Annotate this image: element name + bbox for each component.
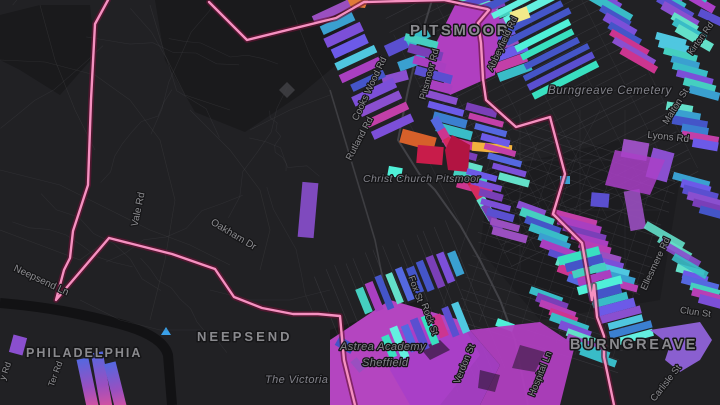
svg-text:Sheffield: Sheffield: [362, 357, 409, 369]
svg-text:NEEPSEND: NEEPSEND: [197, 329, 293, 344]
svg-text:Burngreave Cemetery: Burngreave Cemetery: [548, 85, 673, 97]
svg-text:The Victoria: The Victoria: [265, 374, 328, 386]
svg-text:Christ Church Pitsmoor: Christ Church Pitsmoor: [363, 173, 480, 185]
svg-text:PHILADELPHIA: PHILADELPHIA: [26, 346, 142, 360]
svg-text:BURNGREAVE: BURNGREAVE: [570, 337, 698, 353]
svg-text:Astrea Academy: Astrea Academy: [339, 341, 427, 353]
svg-text:PITSMOOR: PITSMOOR: [410, 22, 510, 39]
